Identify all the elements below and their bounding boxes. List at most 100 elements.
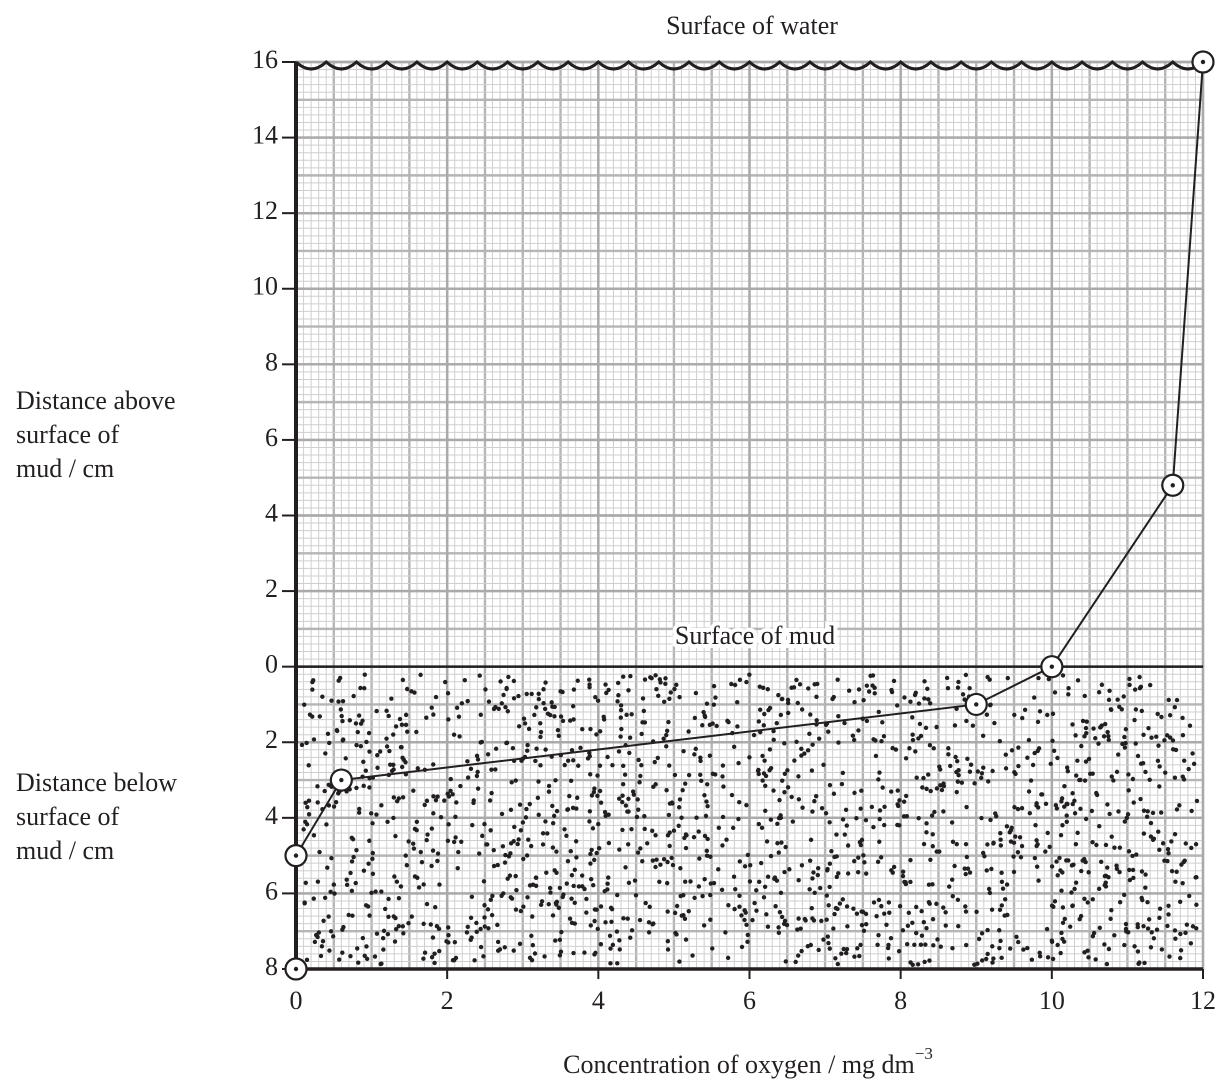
mud-dot: [557, 953, 563, 958]
mud-dot: [468, 937, 473, 943]
mud-dot: [1074, 773, 1079, 778]
mud-dot: [393, 927, 399, 932]
mud-dot: [985, 674, 990, 680]
mud-dot: [340, 738, 345, 743]
mud-dot: [640, 696, 646, 701]
mud-dot: [776, 815, 782, 821]
mud-dot: [547, 885, 553, 891]
mud-dot: [720, 814, 726, 820]
mud-dot: [557, 885, 563, 891]
mud-dot: [1137, 674, 1142, 680]
mud-dot: [1145, 926, 1151, 931]
mud-dot: [356, 713, 362, 718]
mud-dot: [302, 702, 307, 707]
mud-dot: [1064, 858, 1069, 863]
mud-dot: [523, 815, 529, 820]
mud-dot: [671, 828, 677, 833]
mud-dot: [369, 890, 374, 895]
mud-dot: [627, 750, 632, 756]
mud-dot: [1020, 715, 1025, 721]
mud-dot: [673, 930, 678, 936]
mud-dot: [622, 772, 628, 777]
mud-dot: [782, 918, 788, 924]
mud-dot: [1075, 830, 1080, 836]
mud-dot: [472, 958, 477, 963]
mud-dot: [761, 685, 766, 690]
mud-dot: [485, 907, 491, 912]
mud-dot: [1111, 778, 1116, 783]
mud-dot: [831, 926, 836, 931]
mud-dot: [693, 690, 699, 696]
mud-dot: [876, 777, 881, 782]
mud-dot: [1109, 834, 1114, 839]
mud-dot: [304, 822, 310, 827]
mud-dot: [450, 958, 456, 963]
mud-dot: [931, 746, 936, 751]
mud-dot: [536, 696, 542, 702]
mud-dot: [328, 889, 333, 895]
mud-dot: [737, 800, 742, 805]
mud-dot: [1132, 944, 1137, 949]
data-point-center: [1049, 664, 1055, 669]
mud-dot: [1058, 832, 1064, 838]
mud-dot: [540, 831, 546, 836]
mud-dot: [1085, 900, 1090, 905]
mud-dot: [1044, 926, 1050, 932]
mud-dot: [464, 930, 470, 935]
mud-dot: [564, 833, 569, 838]
mud-dot: [926, 697, 931, 702]
mud-dot: [478, 944, 484, 950]
mud-dot: [375, 765, 380, 770]
mud-dot: [809, 905, 814, 911]
mud-dot: [550, 913, 556, 918]
mud-dot: [819, 918, 824, 924]
mud-dot: [992, 720, 997, 726]
mud-dot: [478, 926, 483, 932]
mud-dot: [771, 728, 776, 734]
mud-dot: [669, 855, 674, 861]
mud-dot: [731, 825, 736, 831]
mud-dot: [806, 686, 811, 691]
mud-dot: [1148, 945, 1154, 950]
mud-dot: [900, 873, 906, 879]
mud-dot: [375, 752, 380, 758]
mud-dot: [386, 896, 391, 902]
mud-dot: [1049, 864, 1055, 869]
mud-dot: [698, 758, 703, 764]
mud-dot: [745, 939, 750, 945]
mud-dot: [629, 826, 634, 832]
mud-dot: [465, 698, 470, 704]
mud-dot: [608, 961, 613, 966]
mud-dot: [764, 839, 770, 844]
mud-dot: [997, 928, 1002, 933]
mud-dot: [663, 676, 668, 681]
mud-dot: [1103, 842, 1109, 848]
mud-dot: [1189, 808, 1194, 814]
mud-dot: [925, 686, 930, 691]
mud-dot: [582, 950, 587, 955]
mud-dot: [956, 772, 961, 778]
mud-dot: [661, 736, 666, 741]
mud-dot: [1122, 819, 1128, 824]
mud-dot: [725, 955, 731, 961]
mud-dot: [1050, 738, 1055, 743]
mud-dot: [1169, 839, 1174, 844]
mud-dot: [319, 944, 325, 949]
mud-dot: [587, 819, 592, 824]
mud-dot: [442, 798, 447, 803]
mud-dot: [1190, 924, 1196, 929]
mud-dot: [311, 896, 316, 901]
mud-dot: [438, 815, 444, 820]
mud-dot: [1093, 736, 1098, 741]
mud-dot: [414, 729, 419, 735]
mud-dot: [511, 948, 516, 953]
mud-dot: [1086, 955, 1091, 960]
mud-dot: [482, 821, 487, 827]
mud-dot: [571, 717, 576, 722]
mud-dot: [916, 701, 922, 706]
mud-dot: [1033, 822, 1038, 828]
mud-dot: [374, 708, 379, 714]
mud-dot: [807, 858, 813, 863]
mud-dot: [391, 732, 396, 737]
mud-dot: [635, 797, 640, 802]
